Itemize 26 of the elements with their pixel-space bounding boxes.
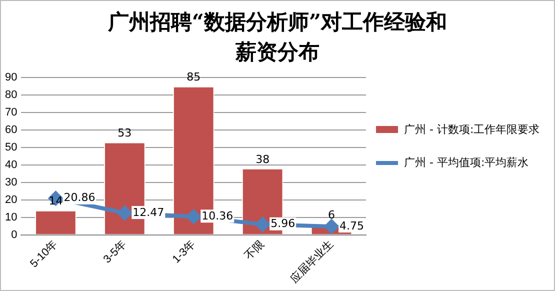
y-tick-label: 0 [11, 228, 18, 241]
data-label: 4.75 [340, 219, 364, 232]
y-tick-label: 50 [4, 141, 18, 154]
data-label: 12.47 [132, 206, 164, 219]
legend-label: 广州 - 计数项:工作年限要求 [404, 122, 540, 137]
y-tick-label: 60 [4, 124, 18, 136]
y-tick-label: 40 [4, 158, 18, 171]
data-label: 6 [328, 208, 336, 222]
data-label: 10.36 [202, 210, 234, 223]
y-tick-label: 10 [4, 211, 18, 224]
data-label: 38 [256, 152, 270, 166]
y-tick-label: 80 [4, 89, 18, 102]
y-tick-label: 70 [4, 106, 18, 119]
x-tick-label: 不限 [242, 238, 267, 262]
x-tick-label: 3-5年 [101, 238, 129, 266]
x-tick-label: 应届毕业生 [288, 238, 336, 286]
data-label: 53 [118, 126, 132, 140]
x-tick-label: 1-3年 [170, 238, 198, 266]
data-label: 20.86 [64, 191, 96, 204]
y-tick-label: 20 [4, 194, 18, 206]
data-label: 85 [186, 70, 201, 84]
data-label: 5.96 [270, 217, 296, 230]
chart-title: 广州招聘“数据分析师”对工作经验和薪资分布 [106, 8, 448, 66]
legend-label: 广州 - 平均值项:平均薪水 [404, 155, 529, 170]
y-tick-label: 90 [4, 72, 18, 84]
y-tick-label: 30 [4, 176, 18, 188]
